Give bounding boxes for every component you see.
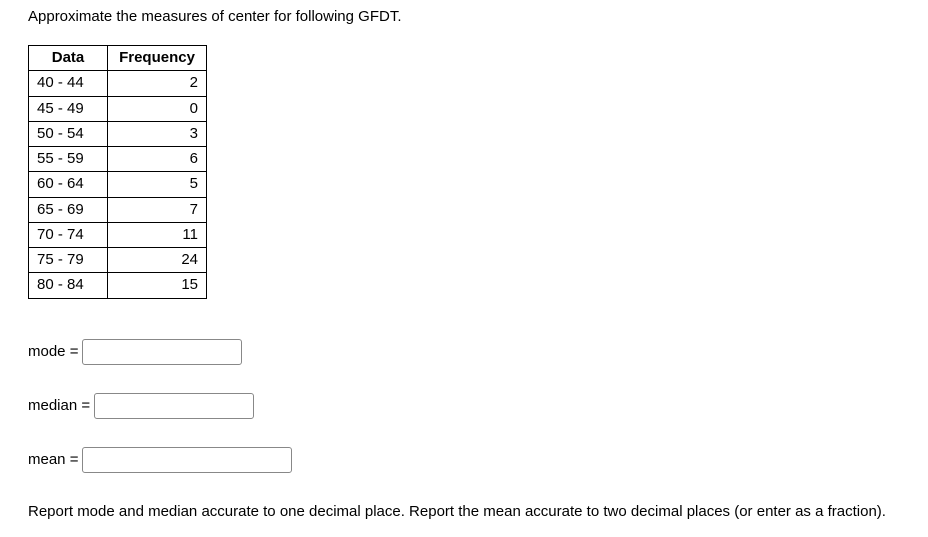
data-cell: 55 - 59 [29, 147, 108, 172]
freq-cell: 15 [108, 273, 207, 298]
data-cell: 60 - 64 [29, 172, 108, 197]
table-row: 40 - 44 2 [29, 71, 207, 96]
table-row: 45 - 49 0 [29, 96, 207, 121]
data-cell: 70 - 74 [29, 222, 108, 247]
frequency-table: Data Frequency 40 - 44 2 45 - 49 0 50 - … [28, 45, 207, 299]
table-row: 80 - 84 15 [29, 273, 207, 298]
mean-input[interactable] [82, 447, 292, 473]
data-cell: 40 - 44 [29, 71, 108, 96]
table-row: 75 - 79 24 [29, 248, 207, 273]
freq-cell: 0 [108, 96, 207, 121]
mode-label: mode = [28, 343, 78, 360]
question-prompt: Approximate the measures of center for f… [28, 8, 900, 25]
table-row: 55 - 59 6 [29, 147, 207, 172]
freq-cell: 3 [108, 121, 207, 146]
freq-cell: 7 [108, 197, 207, 222]
table-row: 70 - 74 11 [29, 222, 207, 247]
freq-cell: 2 [108, 71, 207, 96]
data-cell: 50 - 54 [29, 121, 108, 146]
mean-label: mean = [28, 451, 78, 468]
table-row: 65 - 69 7 [29, 197, 207, 222]
table-row: 60 - 64 5 [29, 172, 207, 197]
header-data: Data [29, 46, 108, 71]
data-cell: 45 - 49 [29, 96, 108, 121]
header-frequency: Frequency [108, 46, 207, 71]
table-row: 50 - 54 3 [29, 121, 207, 146]
freq-cell: 5 [108, 172, 207, 197]
freq-cell: 11 [108, 222, 207, 247]
median-input[interactable] [94, 393, 254, 419]
freq-cell: 24 [108, 248, 207, 273]
mode-input[interactable] [82, 339, 242, 365]
table-header-row: Data Frequency [29, 46, 207, 71]
data-cell: 80 - 84 [29, 273, 108, 298]
freq-cell: 6 [108, 147, 207, 172]
instructions-note: Report mode and median accurate to one d… [28, 501, 900, 522]
median-label: median = [28, 397, 90, 414]
data-cell: 75 - 79 [29, 248, 108, 273]
data-cell: 65 - 69 [29, 197, 108, 222]
